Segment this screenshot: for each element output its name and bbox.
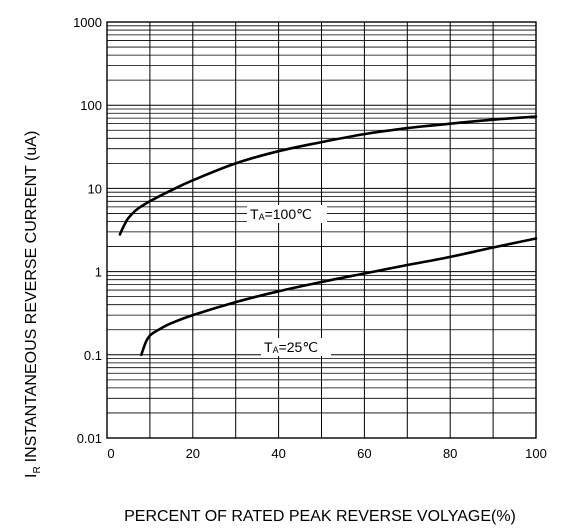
series-label-prefix: T: [250, 206, 259, 222]
x-axis-title: PERCENT OF RATED PEAK REVERSE VOLYAGE(%): [124, 508, 516, 525]
series-label-background: [261, 338, 331, 356]
y-axis-title-prefix: I: [23, 474, 40, 478]
series-line-100c: [118, 115, 538, 236]
y-tick-label: 10: [88, 181, 102, 196]
series-label-prefix: T: [264, 339, 273, 355]
y-tick-label: 100: [80, 98, 102, 113]
y-tick-label: 0.1: [84, 348, 102, 363]
x-tick-label: 20: [186, 446, 200, 461]
x-tick-label: 100: [525, 446, 547, 461]
series-label-100c: TA=100℃: [250, 206, 312, 222]
series-label-sub: A: [273, 345, 279, 355]
x-tick-label: 40: [271, 446, 285, 461]
curves: [118, 115, 538, 357]
x-tick-label: 80: [443, 446, 457, 461]
y-axis-title-main: INSTANTANEOUS REVERSE CURRENT (uA): [23, 131, 40, 463]
x-tick-label: 60: [357, 446, 371, 461]
series-label-value: =100℃: [265, 206, 312, 222]
y-axis-title: IR INSTANTANEOUS REVERSE CURRENT (uA): [23, 131, 43, 478]
y-tick-label: 1: [95, 265, 102, 280]
series-label-sub: A: [259, 212, 265, 222]
y-tick-label: 0.01: [77, 431, 102, 446]
series-label-value: =25℃: [279, 339, 318, 355]
series-line-25c: [140, 237, 538, 357]
y-axis-title-sub: R: [32, 466, 43, 473]
grid: [107, 22, 536, 438]
x-tick-label: 0: [107, 446, 114, 461]
plot-frame: [106, 21, 537, 439]
series-labels: TA=100℃TA=25℃: [247, 205, 331, 356]
series-label-25c: TA=25℃: [264, 339, 318, 355]
svg-text:IRINSTANTANEOUS REVERSE CURREN: IR INSTANTANEOUS REVERSE CURRENT (uA): [23, 131, 43, 478]
series-label-background: [247, 205, 327, 223]
tick-labels: 0 20 40 60 80 100 0.01 0.1 1 10 100 1000: [73, 15, 547, 461]
y-tick-label: 1000: [73, 15, 102, 30]
